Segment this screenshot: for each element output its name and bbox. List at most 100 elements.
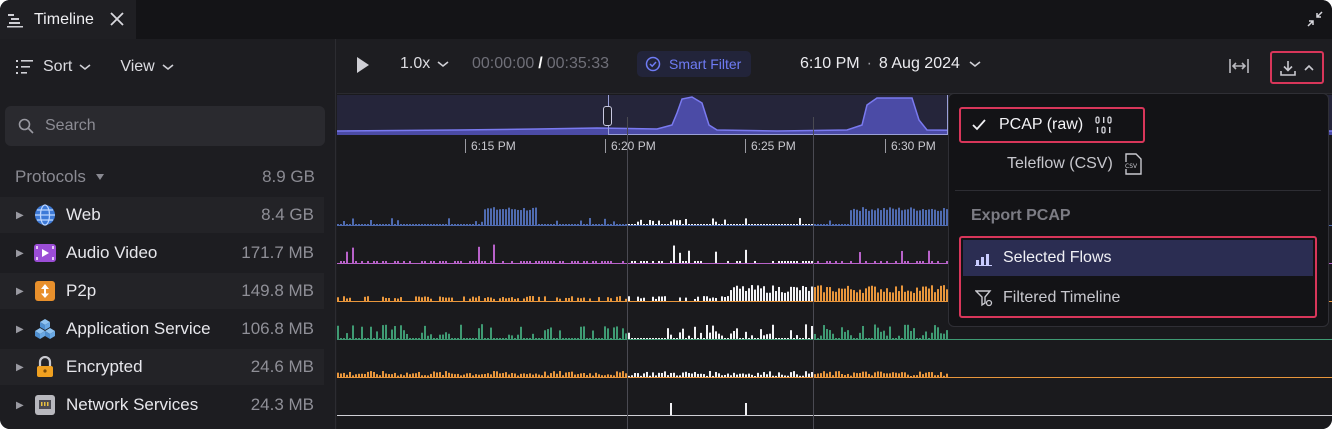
track-bar [880, 331, 882, 339]
track-bar [520, 326, 522, 339]
menu-item-teleflow-csv[interactable]: Teleflow (CSV) CSV [957, 146, 1313, 182]
track-bar [427, 296, 429, 301]
track-bar [862, 371, 864, 377]
track-bar [676, 375, 678, 377]
track-bar [505, 338, 507, 339]
track-bar [853, 372, 855, 377]
track-bar [568, 224, 570, 225]
track-bar [445, 297, 447, 301]
track-bar [874, 324, 876, 339]
track-bar [364, 338, 366, 339]
track-bar [463, 374, 465, 377]
track-bar [340, 373, 342, 377]
speed-dropdown[interactable]: 1.0x [400, 55, 450, 73]
track-bar [646, 224, 648, 225]
export-button[interactable] [1270, 51, 1324, 84]
menu-item-selected-flows[interactable]: Selected Flows [963, 240, 1313, 276]
protocol-row-audio-video[interactable]: ▶ Audio Video 171.7 MB [0, 235, 324, 271]
track-bar [424, 296, 426, 301]
track-bar [820, 335, 822, 339]
view-button[interactable]: View [120, 52, 174, 82]
track-bar [613, 375, 615, 377]
track-bar [478, 328, 480, 339]
track-bar [784, 375, 786, 377]
track-bar [802, 224, 804, 225]
menu-item-pcap-raw[interactable]: PCAP (raw) [959, 107, 1145, 143]
track-bar [517, 298, 519, 301]
track-bar [796, 261, 798, 263]
track-bar [388, 297, 390, 301]
track-bar [715, 221, 717, 225]
expand-caret-icon[interactable]: ▶ [16, 323, 24, 335]
track-bar [625, 298, 627, 301]
track-bar [376, 374, 378, 377]
track-bar [466, 338, 468, 339]
track-bar [898, 207, 900, 225]
play-icon[interactable] [355, 56, 371, 74]
sort-button[interactable]: Sort [15, 52, 92, 82]
track-bar [364, 374, 366, 377]
track-bar [907, 261, 909, 263]
search-input[interactable]: Search [5, 106, 325, 146]
video-icon [34, 242, 56, 264]
track-bar [907, 209, 909, 225]
track-bar [736, 261, 738, 263]
track-bar [469, 261, 471, 263]
track-bar [916, 287, 918, 301]
track-bar [502, 338, 504, 339]
track-bar [850, 289, 852, 301]
overview-selection-window[interactable] [608, 95, 948, 135]
track-bar [940, 285, 942, 301]
protocols-header[interactable]: Protocols 8.9 GB [15, 167, 315, 187]
menu-item-filtered-timeline[interactable]: Filtered Timeline [963, 280, 1313, 316]
track-bar [628, 375, 630, 377]
protocol-tracks[interactable] [337, 157, 1332, 429]
track-bar [376, 224, 378, 225]
expand-caret-icon[interactable]: ▶ [16, 399, 24, 411]
smart-filter-button[interactable]: Smart Filter [637, 51, 752, 77]
track-bar [922, 286, 924, 301]
track-bar [394, 298, 396, 301]
close-icon[interactable] [108, 10, 126, 28]
expand-caret-icon[interactable]: ▶ [16, 285, 24, 297]
overview-drag-handle[interactable] [603, 106, 612, 126]
track-bar [604, 218, 606, 225]
date-value: 8 Aug 2024 [878, 55, 960, 72]
track-bar [598, 338, 600, 339]
track-bar [805, 261, 807, 263]
track-bar [742, 373, 744, 377]
tab-timeline[interactable]: Timeline [0, 0, 136, 39]
track-bar [931, 261, 933, 263]
protocol-row-web[interactable]: ▶ Web 8.4 GB [0, 197, 324, 233]
expand-caret-icon[interactable]: ▶ [16, 247, 24, 259]
fit-width-icon[interactable] [1228, 55, 1250, 77]
expand-caret-icon[interactable]: ▶ [16, 361, 24, 373]
track-bar [544, 261, 546, 263]
selection-end-line[interactable] [813, 117, 814, 429]
track-bar [766, 224, 768, 225]
protocol-row-encrypted[interactable]: ▶ Encrypted 24.6 MB [0, 349, 324, 385]
datetime-picker[interactable]: 6:10 PM · 8 Aug 2024 [800, 55, 982, 73]
track-bar [919, 261, 921, 263]
expand-caret-icon[interactable]: ▶ [16, 209, 24, 221]
track-bar [715, 297, 717, 301]
collapse-icon[interactable] [1306, 10, 1324, 28]
track-bar [394, 261, 396, 263]
track-bar [880, 261, 882, 263]
protocol-row-application-service[interactable]: ▶ Application Service 106.8 MB [0, 311, 324, 347]
track-bar [643, 338, 645, 339]
track-bar [697, 373, 699, 377]
track-bar [349, 338, 351, 339]
track-bar [409, 374, 411, 377]
track-bar [475, 338, 477, 339]
track-bar [394, 372, 396, 377]
selection-start-line[interactable] [627, 117, 628, 429]
track-bar [493, 207, 495, 225]
track-baseline [337, 301, 1332, 302]
track-bar [685, 297, 687, 301]
track-bar [553, 338, 555, 339]
protocol-row-network-services[interactable]: ▶ Network Services 24.3 MB [0, 387, 324, 423]
track-bar [796, 287, 798, 301]
protocol-row-p2p[interactable]: ▶ P2p 149.8 MB [0, 273, 324, 309]
track-bar [712, 297, 714, 301]
